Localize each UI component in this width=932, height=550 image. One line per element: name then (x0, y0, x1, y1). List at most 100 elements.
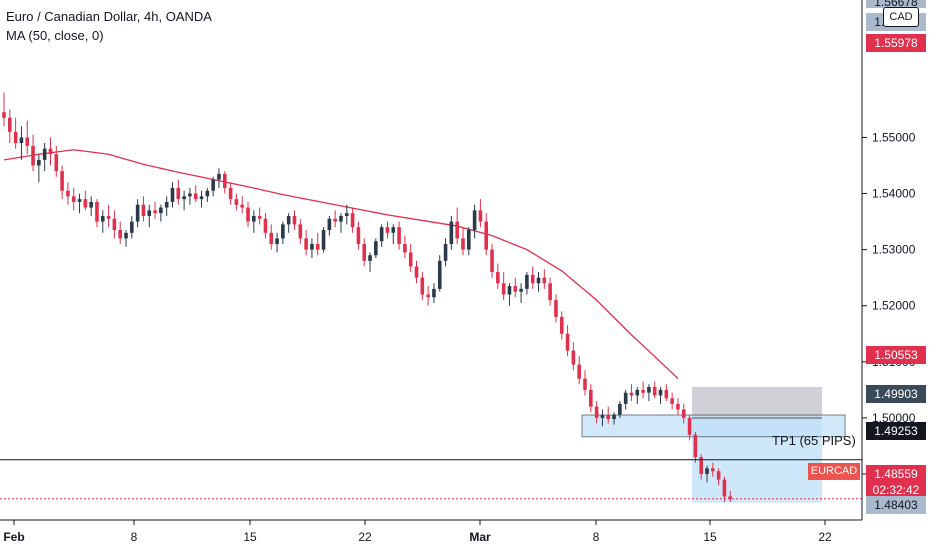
candle (629, 384, 634, 402)
candle (19, 126, 24, 160)
candle-body (304, 238, 308, 250)
candle-body (513, 286, 518, 292)
candle (170, 182, 175, 208)
candle-body (130, 221, 134, 233)
candle-body (420, 277, 425, 295)
candle (484, 213, 489, 256)
candle (664, 384, 669, 402)
candle-body (362, 244, 367, 261)
candle (589, 384, 593, 413)
candle (217, 168, 221, 188)
candle (658, 387, 663, 404)
candle-body (188, 193, 192, 197)
moving-average-line (3, 149, 679, 380)
x-tick-label: 8 (593, 530, 600, 544)
candle (507, 283, 512, 306)
x-tick-label: 22 (818, 530, 832, 544)
candle (240, 196, 245, 214)
candle-body (269, 232, 274, 245)
candle (234, 193, 239, 211)
y-tick-label: 1.53000 (872, 243, 916, 257)
candle-body (676, 403, 680, 410)
candle-body (222, 173, 227, 188)
candle-body (31, 145, 35, 166)
candle (635, 387, 640, 404)
candle-body (618, 403, 622, 415)
y-tick-label: 1.50000 (872, 411, 916, 425)
candle-body (379, 227, 384, 242)
candle-body (263, 218, 268, 233)
candle-body (193, 193, 198, 200)
candle-body (54, 154, 59, 172)
candle (89, 196, 93, 216)
candle (670, 392, 674, 410)
candle-body (461, 238, 465, 250)
candle-body (426, 294, 430, 298)
candle (403, 235, 407, 259)
price-tag-tp1: 1.49253 (866, 422, 926, 440)
candle (95, 199, 99, 228)
candle (315, 232, 320, 256)
candle (432, 283, 436, 303)
candle-body (571, 350, 576, 365)
candle-body (95, 201, 99, 222)
candle (693, 431, 698, 463)
candle (176, 179, 181, 205)
price-tag-stop: 1.50553 (866, 346, 926, 364)
candle (565, 325, 570, 357)
candle-body (339, 215, 343, 222)
candle-body (594, 406, 599, 418)
candle (461, 227, 465, 256)
y-tick-label: 1.55000 (872, 130, 916, 144)
candle-body (554, 300, 558, 317)
candle (13, 117, 18, 149)
candle-body (496, 272, 500, 284)
candle-body (321, 229, 326, 250)
candle-body (66, 190, 70, 197)
candle-body (118, 229, 122, 239)
candle-body (490, 249, 494, 273)
candle (356, 221, 361, 250)
chart-title: Euro / Canadian Dollar, 4h, OANDA (6, 9, 212, 24)
candle-body (467, 229, 471, 250)
candle (2, 92, 6, 127)
candle-body (652, 387, 657, 396)
candle (31, 134, 35, 172)
candle-body (124, 232, 128, 239)
candle (681, 403, 686, 424)
candle-body (670, 398, 674, 404)
candle-body (368, 255, 372, 261)
candle-body (391, 227, 396, 233)
candle-body (629, 392, 634, 396)
candle-body (292, 215, 297, 225)
support-zone (581, 414, 846, 438)
candle-body (548, 283, 552, 301)
candle (437, 255, 442, 292)
candle-body (333, 218, 337, 222)
candle (519, 283, 523, 303)
candle (350, 207, 355, 233)
tp1-label: TP1 (65 PIPS) (772, 433, 856, 448)
candle (25, 120, 30, 155)
candle (211, 176, 215, 197)
candle-body (600, 415, 605, 418)
candle (42, 143, 47, 172)
candle-body (606, 415, 611, 420)
candle-body (8, 117, 12, 132)
candle (263, 213, 268, 239)
candle (705, 465, 709, 483)
candle-body (13, 131, 18, 144)
candle (153, 201, 157, 219)
candle (496, 263, 500, 289)
candle-body (234, 199, 239, 205)
candle (112, 210, 117, 239)
candle (339, 213, 343, 233)
candle (513, 277, 518, 298)
candle-body (77, 199, 82, 202)
candle (501, 272, 506, 301)
candle-body (37, 159, 41, 166)
currency-badge[interactable]: CAD (883, 7, 919, 27)
candle (298, 218, 303, 245)
candle (525, 272, 529, 295)
